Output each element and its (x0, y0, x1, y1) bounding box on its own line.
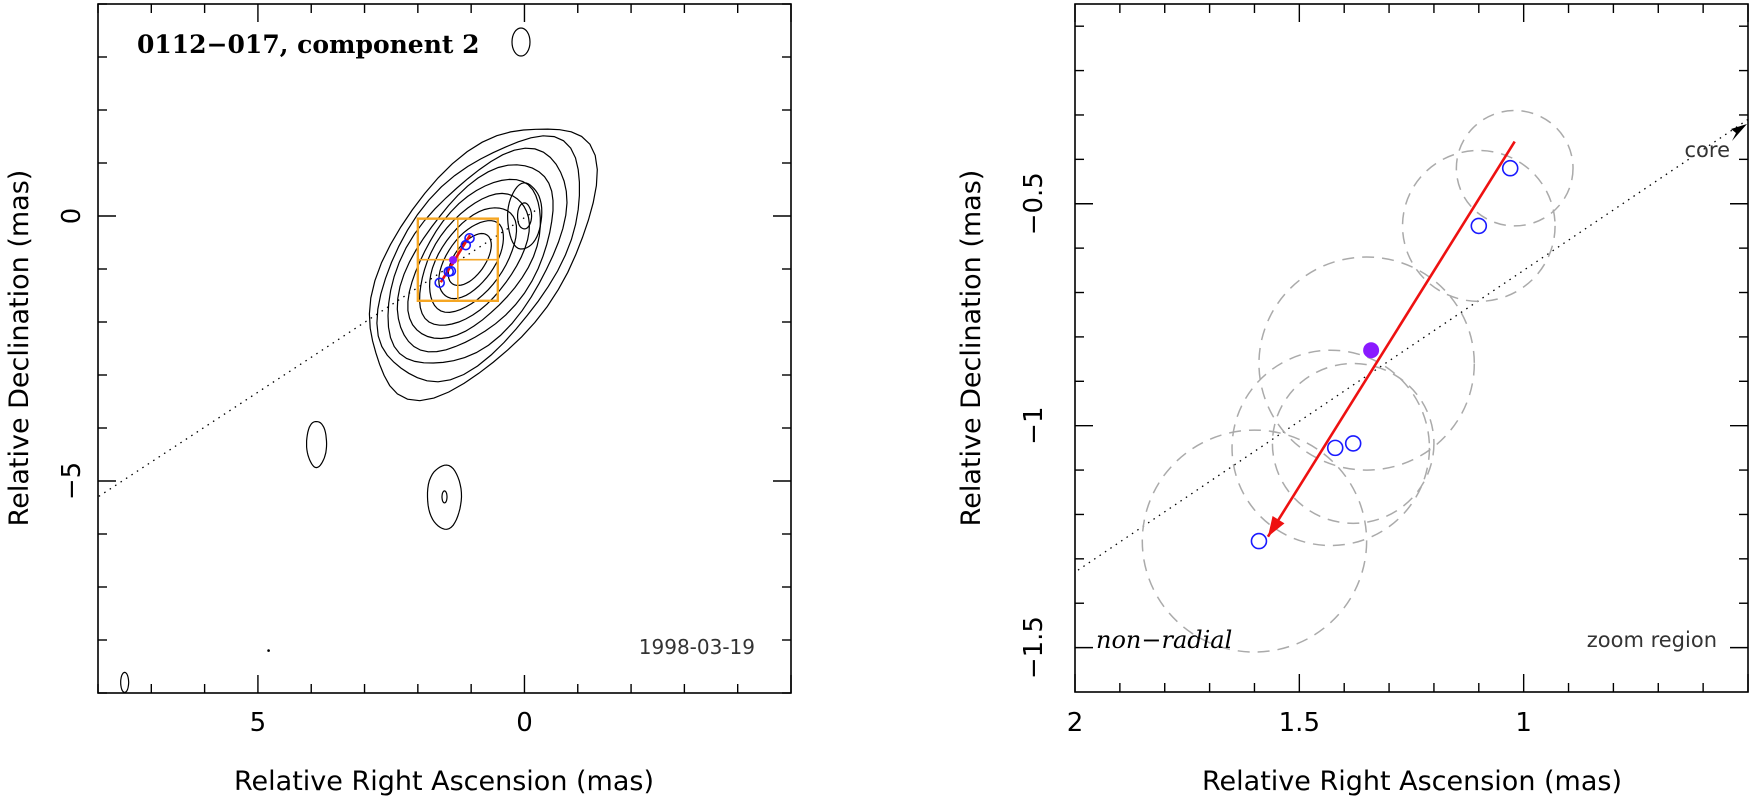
x-tick-label: 1.5 (1279, 708, 1320, 738)
component-position (1501, 159, 1519, 177)
component-position (1344, 435, 1362, 452)
right-tick-labels: 2 1.5 1 −0.5 −1 −1.5 (1019, 172, 1532, 738)
mean-position (449, 255, 458, 264)
zoom-region-label: zoom region (1587, 628, 1717, 652)
component-position (443, 266, 455, 277)
contour-map (120, 128, 598, 693)
component-position (460, 239, 472, 251)
left-plot-frame (97, 3, 792, 694)
contour-level (438, 220, 505, 300)
component-positions-right (1250, 159, 1519, 550)
contour-level (368, 128, 598, 402)
contour-level (396, 164, 554, 353)
left-y-axis-label: Relative Declination (mas) (4, 170, 35, 527)
error-circle (1258, 256, 1476, 471)
right-plot-frame (1074, 3, 1749, 693)
y-tick-label: −5 (57, 462, 87, 500)
contour-level (426, 464, 463, 530)
y-tick-label: −1.5 (1019, 616, 1049, 679)
left-panel: 5 0 0 −5 0112−017, component 2 1998-03-19 R… (4, 3, 792, 797)
contour-level (267, 649, 270, 652)
component-position (1250, 532, 1268, 550)
error-circle (1401, 149, 1556, 303)
right-x-axis-label: Relative Right Ascension (mas) (1202, 766, 1622, 797)
x-tick-label: 1 (1515, 708, 1532, 738)
velocity-arrowhead (1267, 515, 1285, 537)
right-panel: 2 1.5 1 −0.5 −1 −1.5 core non−radial zoom reg… (956, 3, 1749, 797)
error-circles (1141, 109, 1574, 653)
contour-level (306, 421, 328, 469)
error-circle (1141, 429, 1368, 653)
x-tick-label: 5 (250, 708, 267, 738)
core-label: core (1685, 138, 1731, 162)
contour-level (407, 178, 541, 340)
left-ticks (97, 3, 792, 694)
left-x-axis-label: Relative Right Ascension (mas) (234, 766, 654, 797)
contour-level (506, 182, 543, 250)
contour-level (120, 671, 130, 693)
right-y-axis-label: Relative Declination (mas) (956, 170, 987, 527)
y-tick-label: 0 (57, 208, 87, 225)
contour-level (441, 490, 448, 504)
component-positions-left (434, 232, 475, 289)
component-position (1326, 439, 1344, 457)
core-direction-line-left (98, 210, 536, 498)
epoch-date: 1998-03-19 (639, 635, 755, 659)
contour-level (376, 135, 580, 383)
error-circle (1271, 362, 1435, 525)
error-circle (1455, 109, 1574, 227)
mean-position (1363, 342, 1380, 359)
contour-level (387, 147, 568, 364)
y-tick-label: −0.5 (1019, 172, 1049, 235)
right-ticks (1074, 4, 1749, 692)
source-title: 0112−017, component 2 (137, 30, 480, 59)
core-arrow-icon (1731, 124, 1747, 141)
x-tick-label: 0 (516, 708, 533, 738)
velocity-vector-right (1266, 140, 1516, 538)
component-position (1470, 217, 1488, 235)
zoom-region-box (416, 217, 500, 302)
left-tick-labels: 5 0 0 −5 (57, 208, 533, 738)
left-plot-area (98, 128, 598, 693)
y-tick-label: −1 (1019, 407, 1049, 445)
x-tick-label: 2 (1067, 708, 1084, 738)
error-circle (1231, 349, 1431, 547)
beam-ellipse (511, 27, 531, 57)
right-plot-area (1075, 109, 1748, 653)
contour-level (517, 202, 533, 230)
motion-type-label: non−radial (1096, 626, 1232, 654)
component-position (434, 277, 446, 289)
